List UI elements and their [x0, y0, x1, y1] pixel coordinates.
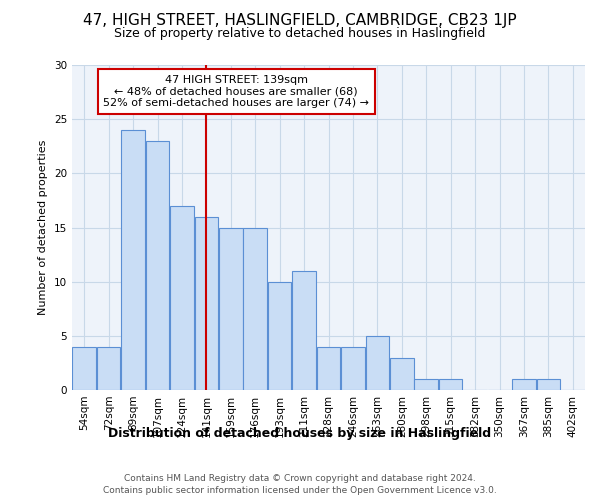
Text: Distribution of detached houses by size in Haslingfield: Distribution of detached houses by size … — [109, 428, 491, 440]
Text: Contains public sector information licensed under the Open Government Licence v3: Contains public sector information licen… — [103, 486, 497, 495]
Text: 47, HIGH STREET, HASLINGFIELD, CAMBRIDGE, CB23 1JP: 47, HIGH STREET, HASLINGFIELD, CAMBRIDGE… — [83, 12, 517, 28]
Bar — [341, 346, 365, 390]
Bar — [194, 216, 218, 390]
Bar — [536, 379, 560, 390]
Bar — [390, 358, 413, 390]
Bar — [244, 228, 267, 390]
Text: 47 HIGH STREET: 139sqm
← 48% of detached houses are smaller (68)
52% of semi-det: 47 HIGH STREET: 139sqm ← 48% of detached… — [103, 74, 369, 108]
Text: Size of property relative to detached houses in Haslingfield: Size of property relative to detached ho… — [115, 28, 485, 40]
Bar — [512, 379, 536, 390]
Bar — [317, 346, 340, 390]
Bar — [365, 336, 389, 390]
Bar — [268, 282, 292, 390]
Bar — [170, 206, 194, 390]
Bar — [415, 379, 438, 390]
Text: Contains HM Land Registry data © Crown copyright and database right 2024.: Contains HM Land Registry data © Crown c… — [124, 474, 476, 483]
Bar — [439, 379, 463, 390]
Bar — [292, 271, 316, 390]
Y-axis label: Number of detached properties: Number of detached properties — [38, 140, 49, 315]
Bar — [219, 228, 242, 390]
Bar — [73, 346, 96, 390]
Bar — [97, 346, 121, 390]
Bar — [121, 130, 145, 390]
Bar — [146, 141, 169, 390]
